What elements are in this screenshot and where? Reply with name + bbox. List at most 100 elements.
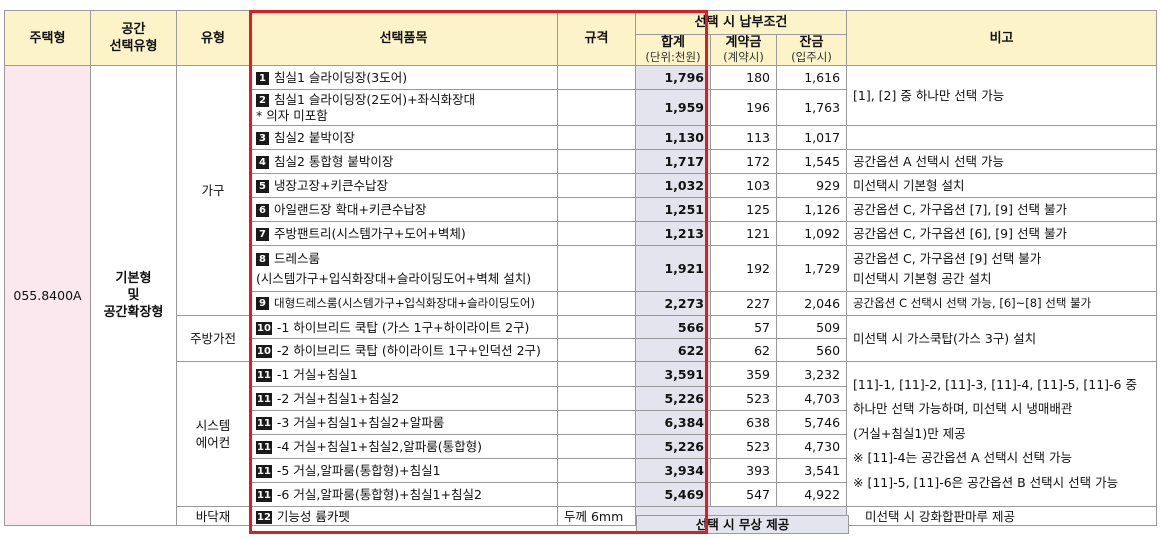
spec-cell	[557, 361, 636, 387]
header-total: 합계 (단위:천원)	[635, 34, 711, 66]
deposit-cell: 359	[710, 361, 777, 387]
item-row-11-3: 11 -3 거실+침실1+침실2+알파룸	[249, 410, 558, 435]
header-category: 유형	[176, 10, 250, 66]
deposit-cell: 192	[710, 245, 777, 292]
item-label: 드레스룸	[274, 250, 321, 266]
spec-cell	[557, 482, 636, 507]
note-text: [1], [2] 중 하나만 선택 가능	[853, 88, 1005, 103]
total-cell: 5,226	[635, 434, 711, 459]
header-balance: 잔금 (입주시)	[775, 34, 848, 66]
deposit-cell: 523	[710, 434, 777, 459]
deposit-cell: 113	[710, 125, 777, 150]
item-sublabel: * 의자 미포함	[256, 107, 328, 123]
item-label: 거실,알파룸(통합형)+침실1	[293, 463, 441, 478]
item-row-11-2: 11 -2 거실+침실1+침실2	[249, 386, 558, 411]
note-furniture-1-2: [1], [2] 중 하나만 선택 가능	[846, 65, 1158, 126]
total-cell: 1,959	[635, 89, 711, 126]
item-suffix: -2	[276, 391, 290, 406]
category-floor: 바닥재	[176, 506, 250, 526]
item-label: 기능성 륨카펫	[276, 508, 350, 524]
item-suffix: -2	[276, 342, 290, 358]
item-label: 침실2 붙박이장	[274, 130, 355, 145]
note-line: (거실+침실1)만 제공	[853, 425, 966, 441]
spec-cell	[557, 89, 636, 126]
note-aircon: [11]-1, [11]-2, [11]-3, [11]-4, [11]-5, …	[846, 361, 1158, 507]
spec-cell	[557, 221, 636, 246]
deposit-cell: 121	[710, 221, 777, 246]
note-cell: 공간옵션 A 선택시 선택 가능	[846, 149, 1158, 174]
item-row-11-1: 11 -1 거실+침실1	[249, 361, 558, 387]
deposit-cell: 57	[710, 315, 777, 339]
header-balance-label: 잔금	[799, 35, 824, 51]
item-suffix: -1	[276, 366, 290, 382]
note-line: [11]-1, [11]-2, [11]-3, [11]-4, [11]-5, …	[853, 376, 1137, 392]
header-payment-terms: 선택 시 납부조건	[634, 10, 848, 35]
deposit-cell: 125	[710, 197, 777, 222]
deposit-cell: 196	[710, 89, 777, 126]
total-cell: 5,469	[635, 482, 711, 507]
option-price-table: 주택형 공간 선택유형 유형 선택품목 규격 선택 시 납부조건 비고 합계 (…	[4, 10, 1158, 526]
item-row-11-4: 11 -4 거실+침실1+침실2,알파룸(통합형)	[249, 434, 558, 459]
total-cell: 2,273	[635, 291, 711, 316]
item-label: 거실+침실1	[293, 366, 358, 382]
free-provision-label: 선택 시 무상 제공	[636, 515, 849, 534]
header-selected-item: 선택품목	[249, 10, 558, 66]
balance-cell: 929	[775, 173, 848, 198]
balance-cell: 509	[775, 315, 848, 339]
item-label: 대형드레스룸(시스템가구+입식화장대+슬라이딩도어)	[274, 296, 536, 310]
total-cell: 1,130	[635, 125, 711, 150]
item-number-badge: 12	[256, 510, 272, 524]
item-number-badge: 9	[256, 297, 269, 310]
item-number-badge: 11	[256, 417, 272, 430]
item-suffix: -4	[276, 439, 290, 454]
balance-cell: 3,541	[775, 458, 848, 483]
balance-cell: 4,730	[775, 434, 848, 459]
item-label: 거실+침실1+침실2	[293, 391, 400, 406]
item-number-badge: 2	[256, 93, 269, 107]
deposit-cell: 547	[710, 482, 777, 507]
total-cell: 6,384	[635, 410, 711, 435]
category-aircon: 시스템 에어컨	[176, 361, 250, 507]
total-cell: 622	[635, 338, 711, 362]
item-label: 거실+침실1+침실2,알파룸(통합형)	[293, 439, 482, 454]
balance-cell: 560	[775, 338, 848, 362]
item-label: 냉장고장+키큰수납장	[274, 178, 388, 193]
note-line: 미선택시 기본형 공간 설치	[853, 270, 992, 286]
item-label: 거실,알파룸(통합형)+침실1+침실2	[293, 487, 482, 502]
balance-cell: 1,092	[775, 221, 848, 246]
item-row-11-5: 11 -5 거실,알파룸(통합형)+침실1	[249, 458, 558, 483]
item-suffix: -5	[276, 463, 290, 478]
deposit-cell: 180	[710, 65, 777, 90]
total-cell: 1,032	[635, 173, 711, 198]
total-cell: 3,934	[635, 458, 711, 483]
item-row-7: 7 주방팬트리(시스템가구+도어+벽체)	[249, 221, 558, 246]
deposit-cell: 638	[710, 410, 777, 435]
item-label: 하이브리드 쿡탑 (가스 1구+하이라이트 2구)	[293, 319, 530, 335]
item-label: 하이브리드 쿡탑 (하이라이트 1구+인덕션 2구)	[293, 342, 541, 358]
spec-cell	[557, 386, 636, 411]
item-row-2: 2 침실1 슬라이딩장(2도어)+좌식화장대 * 의자 미포함	[249, 89, 558, 126]
deposit-cell: 227	[710, 291, 777, 316]
note-line: 하나만 선택 가능하며, 미선택 시 냉매배관	[853, 401, 1073, 417]
header-deposit-label: 계약금	[725, 35, 762, 51]
item-row-8: 8 드레스룸 (시스템가구+입식화장대+슬라이딩도어+벽체 설치)	[249, 245, 558, 292]
item-number-badge: 11	[256, 368, 272, 382]
item-label: 주방팬트리(시스템가구+도어+벽체)	[274, 226, 466, 241]
spec-cell: 두께 6mm	[557, 506, 636, 526]
spec-cell	[557, 410, 636, 435]
item-number-badge: 7	[256, 228, 269, 241]
note-cell: 공간옵션 C 선택시 선택 가능, [6]~[8] 선택 불가	[846, 291, 1158, 316]
total-cell: 1,213	[635, 221, 711, 246]
item-label: 침실1 슬라이딩장(2도어)+좌식화장대	[274, 91, 476, 107]
deposit-cell: 523	[710, 386, 777, 411]
total-cell: 5,226	[635, 386, 711, 411]
total-cell: 3,591	[635, 361, 711, 387]
item-sublabel: (시스템가구+입식화장대+슬라이딩도어+벽체 설치)	[256, 270, 532, 286]
balance-cell: 1,017	[775, 125, 848, 150]
note-cell: 미선택시 기본형 설치	[846, 173, 1158, 198]
item-row-9: 9 대형드레스룸(시스템가구+입식화장대+슬라이딩도어)	[249, 291, 558, 316]
balance-cell: 2,046	[775, 291, 848, 316]
balance-cell: 5,746	[775, 410, 848, 435]
note-empty	[846, 125, 1158, 150]
header-deposit: 계약금 (계약시)	[710, 34, 777, 66]
